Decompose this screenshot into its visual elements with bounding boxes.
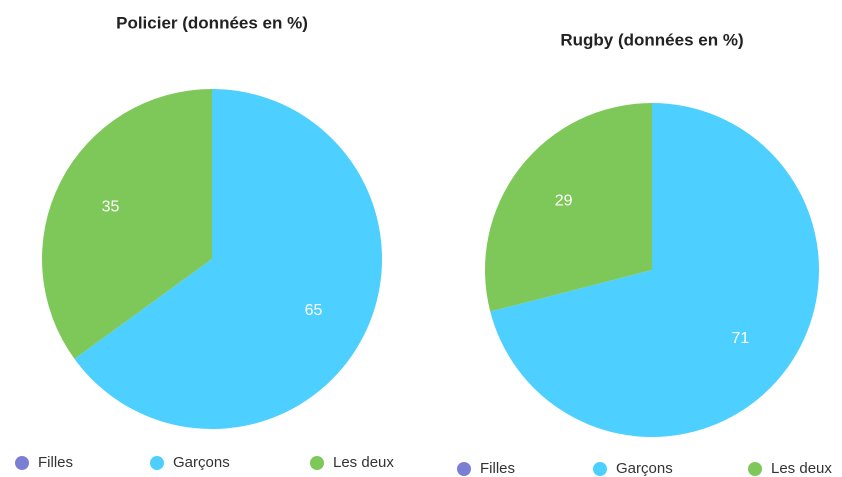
- legend-label: Filles: [38, 454, 73, 471]
- pie-slice: [74, 89, 383, 429]
- pie-slice: [490, 103, 820, 438]
- value-label: 29: [555, 193, 573, 210]
- legend-label: Garçons: [173, 454, 230, 471]
- legend-label: Les deux: [771, 460, 832, 477]
- legend-label: Filles: [480, 460, 515, 477]
- legend-label: Garçons: [616, 460, 673, 477]
- legend-marker: [150, 456, 164, 470]
- legend-marker: [593, 462, 607, 476]
- legend-marker: [310, 456, 324, 470]
- legend-label: Les deux: [333, 454, 394, 471]
- chart-title: Policier (données en %): [116, 13, 308, 32]
- legend-marker: [457, 462, 471, 476]
- value-label: 71: [732, 330, 750, 347]
- legend-marker: [15, 456, 29, 470]
- value-label: 65: [305, 302, 323, 319]
- value-label: 35: [102, 199, 120, 216]
- pie-slice: [41, 89, 212, 359]
- pie-slice: [485, 103, 652, 312]
- chart-title: Rugby (données en %): [560, 30, 743, 49]
- legend-marker: [748, 462, 762, 476]
